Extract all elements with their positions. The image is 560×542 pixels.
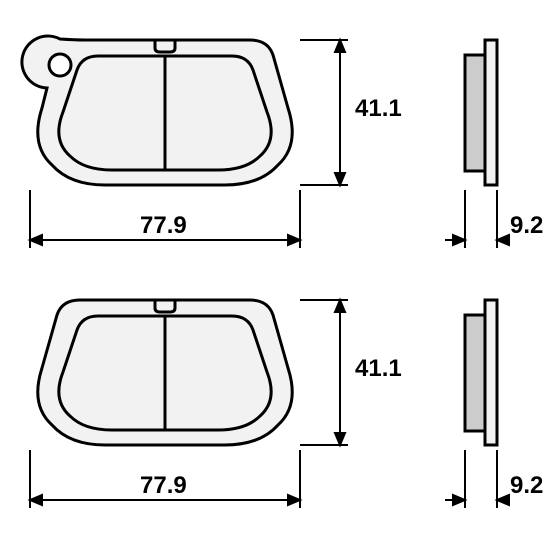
dim-bottom-thick	[445, 450, 509, 508]
technical-drawing	[0, 0, 560, 542]
dim-label-height-bottom: 41.1	[355, 355, 402, 383]
pad-bottom-front	[38, 300, 292, 445]
dim-bottom-height	[300, 300, 348, 445]
dim-label-height-top: 41.1	[355, 95, 402, 123]
dim-top-height	[300, 40, 348, 185]
pad-bottom-side	[465, 300, 497, 445]
dim-label-thick-bottom: 9.2	[510, 472, 543, 500]
diagram-container: 41.1 77.9 9.2 41.1 77.9 9.2	[0, 0, 560, 542]
dim-top-thick	[445, 190, 509, 248]
dim-label-thick-top: 9.2	[510, 212, 543, 240]
pad-top-front	[22, 36, 292, 185]
dim-label-width-bottom: 77.9	[140, 472, 187, 500]
pad-top-side	[465, 40, 497, 185]
dim-label-width-top: 77.9	[140, 212, 187, 240]
